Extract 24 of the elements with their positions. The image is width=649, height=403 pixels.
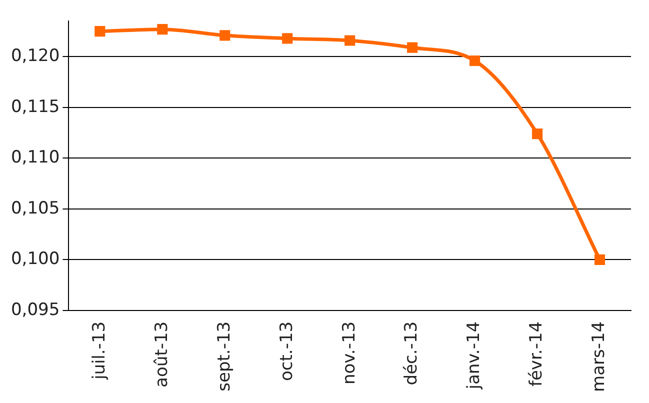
point [220, 30, 230, 41]
point [470, 55, 480, 66]
point [407, 42, 418, 53]
point [157, 24, 168, 35]
x-tick-label: déc.-13 [402, 321, 422, 386]
y-tick-label: 0,120 [10, 46, 60, 66]
x-tick-label: juil.-13 [89, 321, 110, 381]
x-tick-label: janv.-14 [464, 321, 484, 390]
x-tick-label: nov.-13 [339, 321, 360, 385]
point [344, 35, 356, 46]
y-tick-label: 0,110 [10, 148, 60, 168]
y-tick-label: 0,115 [10, 96, 60, 117]
x-tick-label: oct.-13 [276, 321, 297, 382]
x-tick-label: sept.-13 [214, 321, 234, 392]
point [532, 128, 543, 140]
x-tick-label: août-13 [152, 321, 172, 388]
x-tick-label: mars-14 [589, 321, 610, 392]
point [282, 33, 293, 44]
point [594, 254, 606, 265]
y-tick-label: 0,095 [10, 300, 60, 320]
x-tick-label: févr.-14 [526, 321, 547, 387]
point [94, 26, 106, 37]
y-tick-label: 0,105 [10, 198, 60, 218]
y-tick-label: 0,100 [10, 249, 60, 270]
